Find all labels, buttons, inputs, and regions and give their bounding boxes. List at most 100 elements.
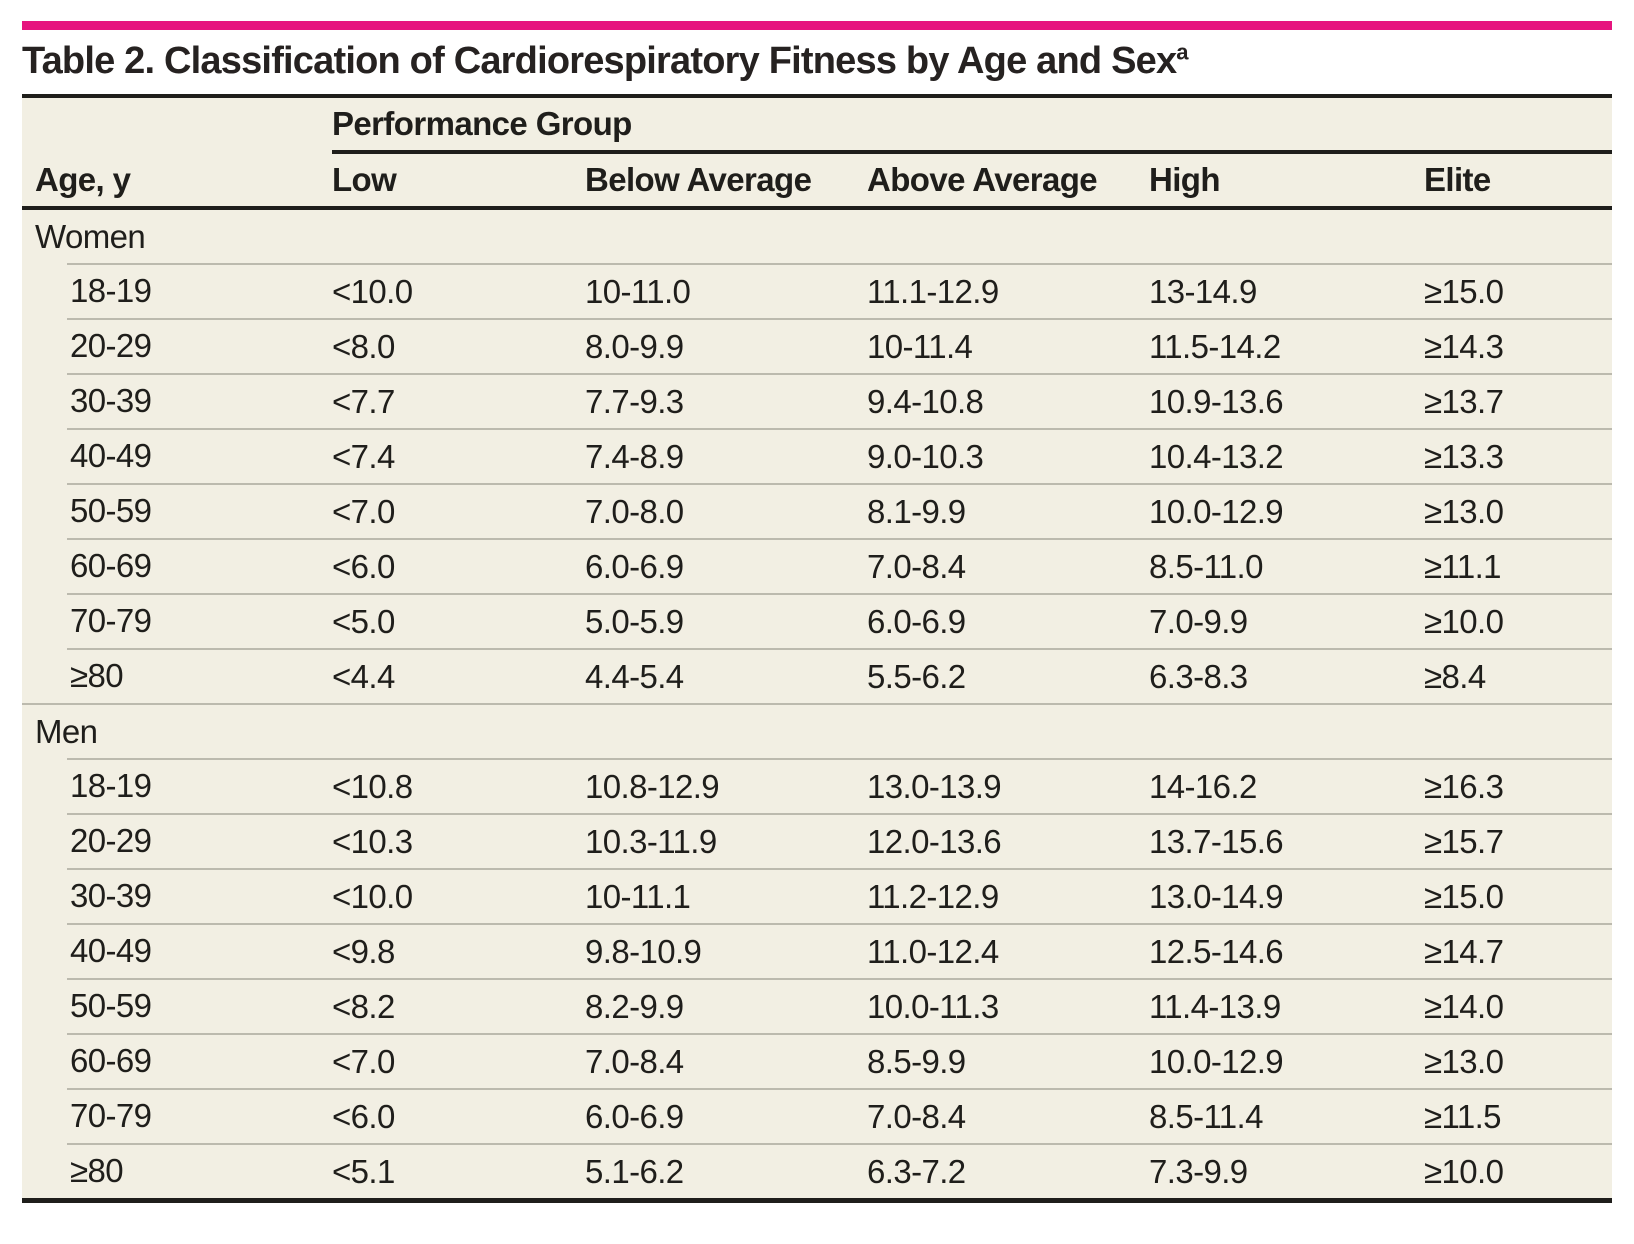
spanner-header: Performance Group	[332, 98, 1613, 154]
accent-bar	[22, 21, 1612, 30]
age-cell: 50-59	[22, 483, 332, 538]
age-cell: ≥80	[22, 1143, 332, 1198]
table-row: ≥80 <4.4 4.4-5.4 5.5-6.2 6.3-8.3 ≥8.4	[22, 648, 1613, 703]
age-cell: 50-59	[22, 978, 332, 1033]
elite-cell: ≥11.5	[1424, 1088, 1613, 1143]
low-cell: <5.1	[332, 1143, 585, 1198]
elite-cell: ≥14.0	[1424, 978, 1613, 1033]
low-cell: <10.3	[332, 813, 585, 868]
column-header-low: Low	[332, 154, 585, 210]
low-cell: <5.0	[332, 593, 585, 648]
high-cell: 8.5-11.4	[1149, 1088, 1424, 1143]
low-cell: <8.0	[332, 318, 585, 373]
fitness-classification-table: Performance Group Age, y Low Below Avera…	[22, 94, 1613, 1203]
elite-cell: ≥14.3	[1424, 318, 1613, 373]
above-average-cell: 13.0-13.9	[867, 758, 1149, 813]
above-average-cell: 5.5-6.2	[867, 648, 1149, 703]
elite-cell: ≥16.3	[1424, 758, 1613, 813]
low-cell: <7.7	[332, 373, 585, 428]
below-average-cell: 10.3-11.9	[585, 813, 867, 868]
table-body: Women 18-19 <10.0 10-11.0 11.1-12.9 13-1…	[22, 210, 1613, 1198]
elite-cell: ≥15.0	[1424, 263, 1613, 318]
low-cell: <10.0	[332, 263, 585, 318]
column-header-below-average: Below Average	[585, 154, 867, 210]
above-average-cell: 10-11.4	[867, 318, 1149, 373]
column-header-age: Age, y	[22, 154, 332, 210]
above-average-cell: 8.5-9.9	[867, 1033, 1149, 1088]
low-cell: <7.0	[332, 483, 585, 538]
above-average-cell: 7.0-8.4	[867, 538, 1149, 593]
above-average-cell: 12.0-13.6	[867, 813, 1149, 868]
high-cell: 10.9-13.6	[1149, 373, 1424, 428]
below-average-cell: 4.4-5.4	[585, 648, 867, 703]
elite-cell: ≥13.0	[1424, 483, 1613, 538]
low-cell: <6.0	[332, 538, 585, 593]
high-cell: 13.0-14.9	[1149, 868, 1424, 923]
below-average-cell: 7.0-8.4	[585, 1033, 867, 1088]
age-cell: ≥80	[22, 648, 332, 703]
table-row: 30-39 <10.0 10-11.1 11.2-12.9 13.0-14.9 …	[22, 868, 1613, 923]
high-cell: 13-14.9	[1149, 263, 1424, 318]
age-cell: 70-79	[22, 1088, 332, 1143]
elite-cell: ≥15.0	[1424, 868, 1613, 923]
high-cell: 13.7-15.6	[1149, 813, 1424, 868]
table-figure: Table 2. Classification of Cardiorespira…	[22, 21, 1613, 1203]
below-average-cell: 9.8-10.9	[585, 923, 867, 978]
elite-cell: ≥10.0	[1424, 1143, 1613, 1198]
table-title-text: Table 2. Classification of Cardiorespira…	[22, 40, 1177, 82]
section-label: Men	[22, 703, 1613, 758]
above-average-cell: 11.2-12.9	[867, 868, 1149, 923]
below-average-cell: 6.0-6.9	[585, 1088, 867, 1143]
table-row: 70-79 <5.0 5.0-5.9 6.0-6.9 7.0-9.9 ≥10.0	[22, 593, 1613, 648]
below-average-cell: 10-11.0	[585, 263, 867, 318]
high-cell: 11.4-13.9	[1149, 978, 1424, 1033]
elite-cell: ≥13.3	[1424, 428, 1613, 483]
table-row: 20-29 <8.0 8.0-9.9 10-11.4 11.5-14.2 ≥14…	[22, 318, 1613, 373]
age-cell: 18-19	[22, 263, 332, 318]
above-average-cell: 9.4-10.8	[867, 373, 1149, 428]
table-row: 50-59 <8.2 8.2-9.9 10.0-11.3 11.4-13.9 ≥…	[22, 978, 1613, 1033]
below-average-cell: 7.0-8.0	[585, 483, 867, 538]
spanner-row: Performance Group	[22, 98, 1613, 154]
low-cell: <8.2	[332, 978, 585, 1033]
low-cell: <7.4	[332, 428, 585, 483]
above-average-cell: 7.0-8.4	[867, 1088, 1149, 1143]
table-row: 18-19 <10.8 10.8-12.9 13.0-13.9 14-16.2 …	[22, 758, 1613, 813]
high-cell: 11.5-14.2	[1149, 318, 1424, 373]
table-row: 70-79 <6.0 6.0-6.9 7.0-8.4 8.5-11.4 ≥11.…	[22, 1088, 1613, 1143]
below-average-cell: 6.0-6.9	[585, 538, 867, 593]
low-cell: <6.0	[332, 1088, 585, 1143]
high-cell: 10.0-12.9	[1149, 483, 1424, 538]
age-cell: 40-49	[22, 923, 332, 978]
low-cell: <9.8	[332, 923, 585, 978]
age-cell: 30-39	[22, 373, 332, 428]
above-average-cell: 6.0-6.9	[867, 593, 1149, 648]
high-cell: 14-16.2	[1149, 758, 1424, 813]
high-cell: 6.3-8.3	[1149, 648, 1424, 703]
column-header-above-average: Above Average	[867, 154, 1149, 210]
below-average-cell: 5.1-6.2	[585, 1143, 867, 1198]
table-row: 50-59 <7.0 7.0-8.0 8.1-9.9 10.0-12.9 ≥13…	[22, 483, 1613, 538]
section-label: Women	[35, 217, 146, 255]
table-row: 20-29 <10.3 10.3-11.9 12.0-13.6 13.7-15.…	[22, 813, 1613, 868]
below-average-cell: 7.4-8.9	[585, 428, 867, 483]
high-cell: 10.4-13.2	[1149, 428, 1424, 483]
below-average-cell: 8.0-9.9	[585, 318, 867, 373]
low-cell: <7.0	[332, 1033, 585, 1088]
table-row: 30-39 <7.7 7.7-9.3 9.4-10.8 10.9-13.6 ≥1…	[22, 373, 1613, 428]
low-cell: <10.8	[332, 758, 585, 813]
elite-cell: ≥13.0	[1424, 1033, 1613, 1088]
age-cell: 18-19	[22, 758, 332, 813]
high-cell: 7.3-9.9	[1149, 1143, 1424, 1198]
column-header-row: Age, y Low Below Average Above Average H…	[22, 154, 1613, 210]
low-cell: <4.4	[332, 648, 585, 703]
elite-cell: ≥10.0	[1424, 593, 1613, 648]
above-average-cell: 11.1-12.9	[867, 263, 1149, 318]
table-row: ≥80 <5.1 5.1-6.2 6.3-7.2 7.3-9.9 ≥10.0	[22, 1143, 1613, 1198]
table-title: Table 2. Classification of Cardiorespira…	[22, 30, 1612, 94]
elite-cell: ≥8.4	[1424, 648, 1613, 703]
table-row: 18-19 <10.0 10-11.0 11.1-12.9 13-14.9 ≥1…	[22, 263, 1613, 318]
elite-cell: ≥14.7	[1424, 923, 1613, 978]
table-row: 40-49 <9.8 9.8-10.9 11.0-12.4 12.5-14.6 …	[22, 923, 1613, 978]
below-average-cell: 7.7-9.3	[585, 373, 867, 428]
